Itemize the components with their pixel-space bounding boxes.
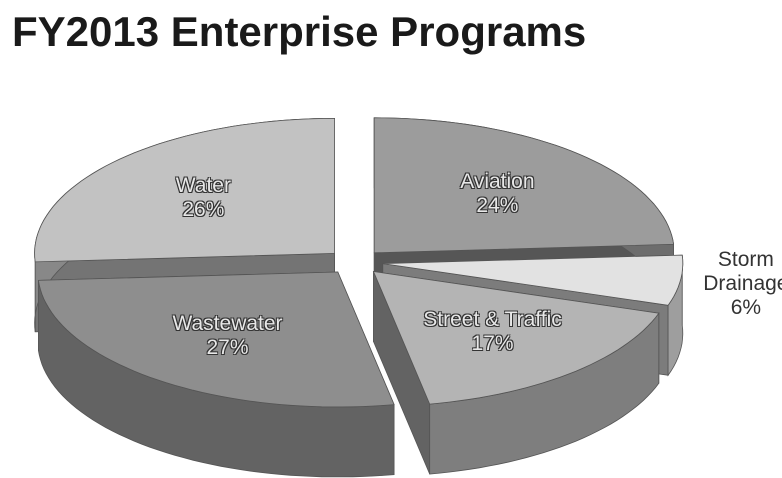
slice [372,271,660,475]
slice-top [34,117,336,263]
label-name: Wastewater [172,311,283,335]
label-value: 17% [471,332,514,356]
data-label: Wastewater 27% [172,312,282,360]
slice-top [372,271,660,405]
data-label: Storm Drainage 6% [696,248,782,320]
label-name: Street & Traffic [423,308,562,332]
slice-top [373,117,675,254]
chart-title: FY2013 Enterprise Programs [12,8,587,55]
slice-top [382,254,684,306]
slice [37,271,395,478]
label-name: Water [175,173,231,197]
label-value: 27% [206,335,249,359]
data-label: Street & Traffic 17% [423,308,562,356]
label-value: 6% [730,296,762,320]
slice-top [37,271,395,408]
label-value: 24% [476,193,519,217]
label-name: Aviation [460,169,535,193]
label-value: 26% [182,197,225,221]
label-name: Storm Drainage [703,248,782,296]
data-label: Aviation 24% [460,170,534,218]
data-label: Water 26% [176,174,231,222]
